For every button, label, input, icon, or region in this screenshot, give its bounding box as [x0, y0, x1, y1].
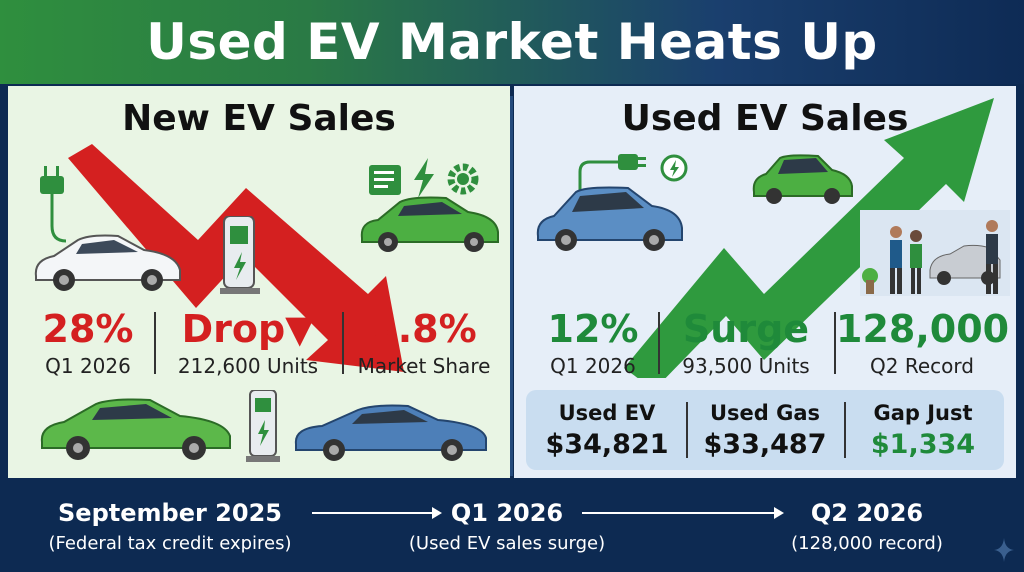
timeline-step-1: September 2025 (Federal tax credit expir… — [10, 498, 330, 556]
compare-divider — [844, 402, 846, 458]
charging-station-icon — [246, 390, 280, 462]
price-label: Used Gas — [709, 401, 821, 425]
header-banner: Used EV Market Heats Up — [0, 0, 1024, 84]
stat-value: Drop▼ — [181, 307, 315, 351]
page-title: Used EV Market Heats Up — [146, 13, 878, 71]
used-ev-price: Used EV $34,821 — [532, 400, 682, 461]
timeline-subtitle: (Used EV sales surge) — [408, 533, 606, 554]
stat-value: 128,000 — [836, 307, 1010, 351]
lightning-icon — [414, 158, 434, 198]
stat-divider — [154, 312, 156, 374]
stat-value: 28% — [42, 307, 134, 351]
timeline-title: Q1 2026 — [450, 499, 564, 527]
price-gap: Gap Just $1,334 — [848, 400, 998, 461]
white-ev-car-icon — [34, 234, 181, 291]
price-value: $33,487 — [703, 429, 827, 460]
price-comparison-box: Used EV $34,821 Used Gas $33,487 Gap Jus… — [526, 390, 1004, 470]
document-icon — [369, 165, 401, 195]
stat-drop: Drop▼ 212,600 Units — [158, 308, 338, 378]
stat-label: Q1 2026 — [550, 354, 636, 378]
blue-sedan-icon — [294, 404, 487, 461]
stat-28-percent: 28% Q1 2026 — [22, 308, 154, 378]
price-value: $1,334 — [870, 429, 976, 460]
charging-station-icon — [220, 216, 260, 294]
stat-value: 12% — [547, 307, 639, 351]
timeline-title: Q2 2026 — [810, 499, 924, 527]
timeline-subtitle: (128,000 record) — [791, 533, 943, 554]
timeline-footer: September 2025 (Federal tax credit expir… — [0, 478, 1024, 572]
green-suv-icon — [360, 196, 499, 252]
timeline-step-3: Q2 2026 (128,000 record) — [752, 498, 982, 556]
stat-value: Surge — [682, 307, 810, 351]
stat-divider — [342, 312, 344, 374]
stat-label: Q1 2026 — [45, 354, 131, 378]
compare-divider — [686, 402, 688, 458]
new-ev-sales-title: New EV Sales — [122, 98, 396, 139]
green-up-arrow-icon — [624, 98, 994, 378]
price-label: Gap Just — [873, 401, 973, 425]
price-value: $34,821 — [545, 429, 669, 460]
timeline-arrow — [312, 507, 442, 519]
charging-plug-icon — [40, 166, 67, 243]
green-compact-car-icon — [752, 154, 853, 204]
used-gas-price: Used Gas $33,487 — [690, 400, 840, 461]
stat-128000: 128,000 Q2 Record — [836, 307, 1010, 378]
stat-label: Q2 Record — [870, 354, 974, 378]
gear-icon — [447, 163, 479, 195]
panel-divider — [510, 96, 513, 476]
timeline-subtitle: (Federal tax credit expires) — [48, 533, 292, 554]
new-ev-sales-panel: New EV Sales 28% Q1 202 — [8, 86, 510, 478]
timeline-arrow — [582, 507, 784, 519]
used-ev-sales-title: Used EV Sales — [621, 98, 909, 139]
stat-label: 93,500 Units — [682, 354, 810, 378]
stat-divider — [658, 312, 660, 374]
dealership-scene-icon — [860, 210, 1010, 296]
stat-12-percent: 12% Q1 2026 — [528, 308, 658, 378]
timeline-title: September 2025 — [58, 499, 282, 527]
used-ev-sales-panel: Used EV Sales 12% Q1 2026 — [514, 86, 1016, 478]
sparkle-icon — [994, 538, 1014, 562]
green-sedan-icon — [40, 398, 231, 460]
stat-value: 5.8% — [371, 307, 477, 351]
stat-surge: Surge 93,500 Units — [662, 308, 830, 378]
plug-cable-icon — [578, 154, 688, 206]
timeline-step-2: Q1 2026 (Used EV sales surge) — [376, 498, 638, 556]
price-label: Used EV — [558, 401, 656, 425]
stat-label: Market Share — [357, 354, 491, 378]
stat-label: 212,600 Units — [177, 354, 319, 378]
stat-divider — [834, 312, 836, 374]
stat-market-share: 5.8% Market Share — [346, 308, 502, 378]
blue-hatchback-icon — [536, 186, 683, 251]
